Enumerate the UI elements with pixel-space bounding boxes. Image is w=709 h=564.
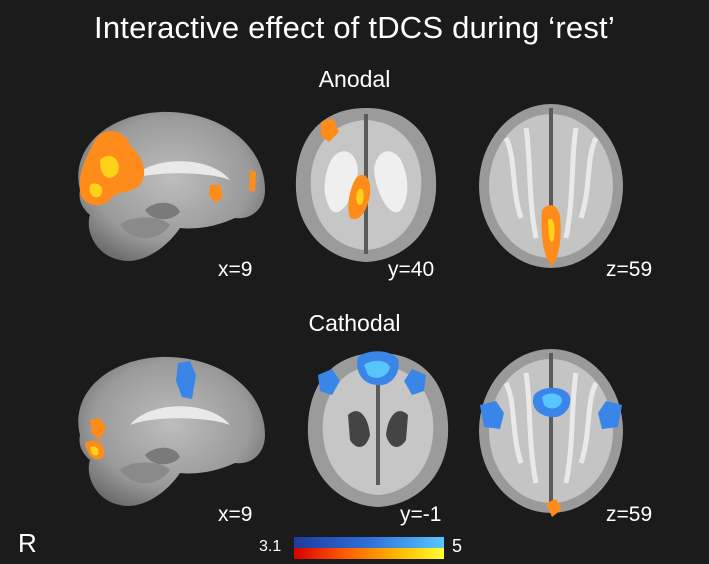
coord-label-anodal-sagittal: x=9 — [218, 258, 253, 281]
section-label-anodal: Anodal — [318, 66, 391, 92]
coord-label-anodal-coronal: y=40 — [388, 258, 435, 281]
colorbar-positive — [294, 548, 444, 559]
coord-label-cathodal-sagittal: x=9 — [218, 503, 253, 526]
colorbar-min-label: 3.1 — [259, 538, 282, 555]
figure-title: Interactive effect of tDCS during ‘rest’ — [94, 10, 615, 45]
coord-label-cathodal-coronal: y=-1 — [400, 503, 442, 526]
colorbar — [294, 537, 444, 559]
colorbar-negative — [294, 537, 444, 548]
colorbar-max-label: 5 — [452, 536, 463, 556]
orientation-label: R — [18, 528, 37, 558]
sagittal-brain-slice-cathodal — [78, 356, 265, 506]
axial-brain-slice-anodal — [479, 104, 623, 268]
coronal-brain-slice-anodal — [295, 108, 437, 262]
axial-brain-slice-cathodal — [479, 349, 623, 517]
coord-label-anodal-axial: z=59 — [606, 258, 653, 281]
coord-label-cathodal-axial: z=59 — [606, 503, 653, 526]
sagittal-brain-slice-anodal — [78, 111, 265, 261]
coronal-brain-slice-cathodal — [307, 351, 449, 507]
section-label-cathodal: Cathodal — [308, 310, 401, 336]
